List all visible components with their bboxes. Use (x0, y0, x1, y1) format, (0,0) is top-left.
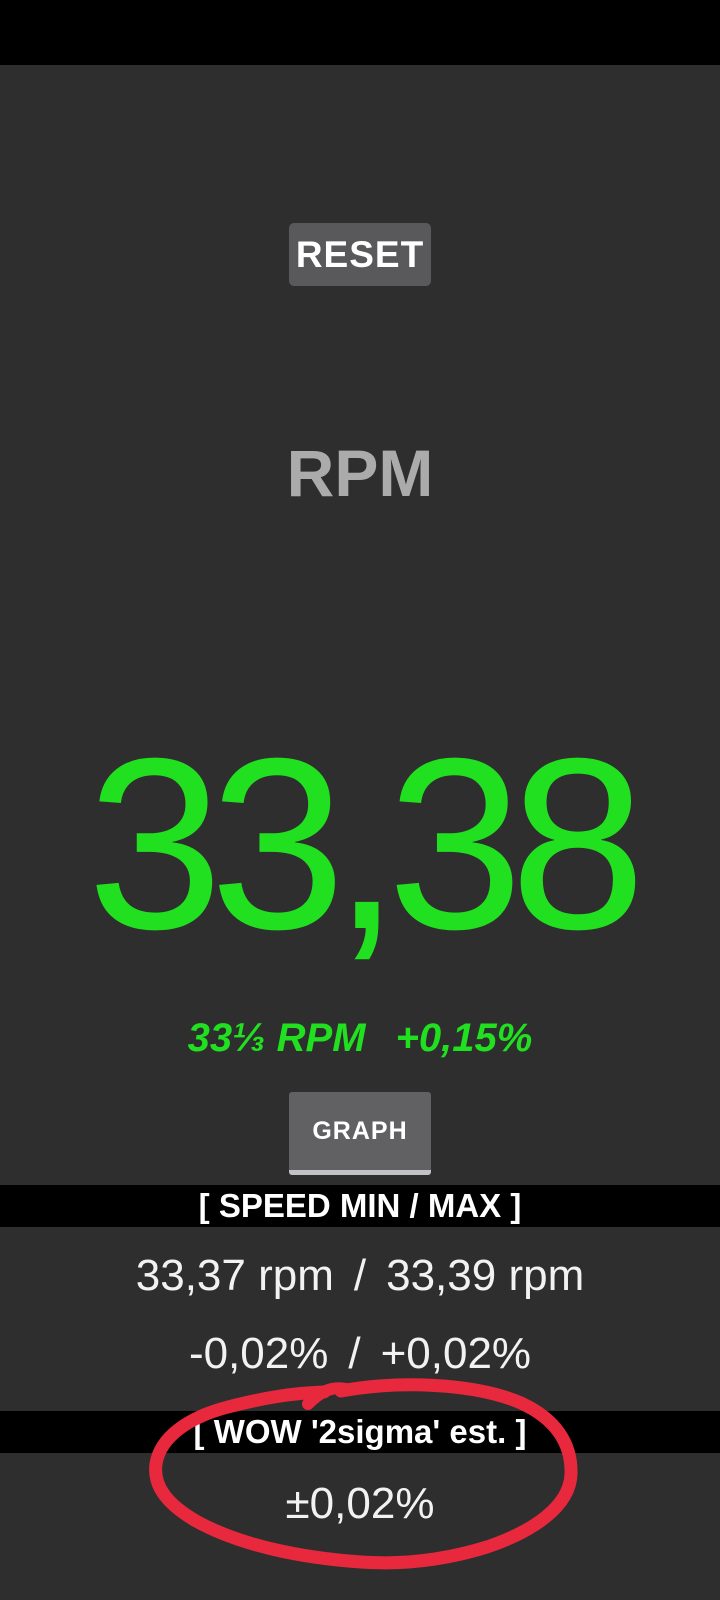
speed-max-percent-value: +0,02% (380, 1329, 532, 1378)
speed-minmax-section-header: [ SPEED MIN / MAX ] (0, 1185, 720, 1227)
status-bar (0, 0, 720, 65)
wow-header-label: [ WOW '2sigma' est. ] (193, 1413, 527, 1450)
speed-minmax-percent-row: -0,02% / +0,02% (0, 1330, 720, 1378)
separator-slash: / (348, 1329, 361, 1378)
rpm-deviation-label: +0,15% (395, 1016, 533, 1060)
speed-minmax-rpm-row: 33,37 rpm / 33,39 rpm (0, 1252, 720, 1300)
wow-section-header: [ WOW '2sigma' est. ] (0, 1411, 720, 1453)
rpm-current-value: 33,38 (87, 707, 646, 980)
wow-estimate-value: ±0,02% (285, 1479, 435, 1528)
page-title: RPM (286, 436, 434, 510)
speed-min-rpm-value: 33,37 rpm (135, 1251, 334, 1300)
graph-button[interactable]: GRAPH (289, 1092, 431, 1175)
rpm-nominal-label: 33⅓ RPM (187, 1016, 366, 1060)
separator-slash: / (353, 1251, 367, 1300)
reset-button[interactable]: RESET (289, 223, 431, 286)
speed-min-percent-value: -0,02% (188, 1329, 329, 1378)
red-circle-pen-tail (302, 1382, 352, 1410)
speed-max-rpm-value: 33,39 rpm (386, 1251, 585, 1300)
speed-minmax-header-label: [ SPEED MIN / MAX ] (198, 1187, 522, 1224)
rpm-subtitle: 33⅓ RPM +0,15% (0, 1014, 720, 1062)
